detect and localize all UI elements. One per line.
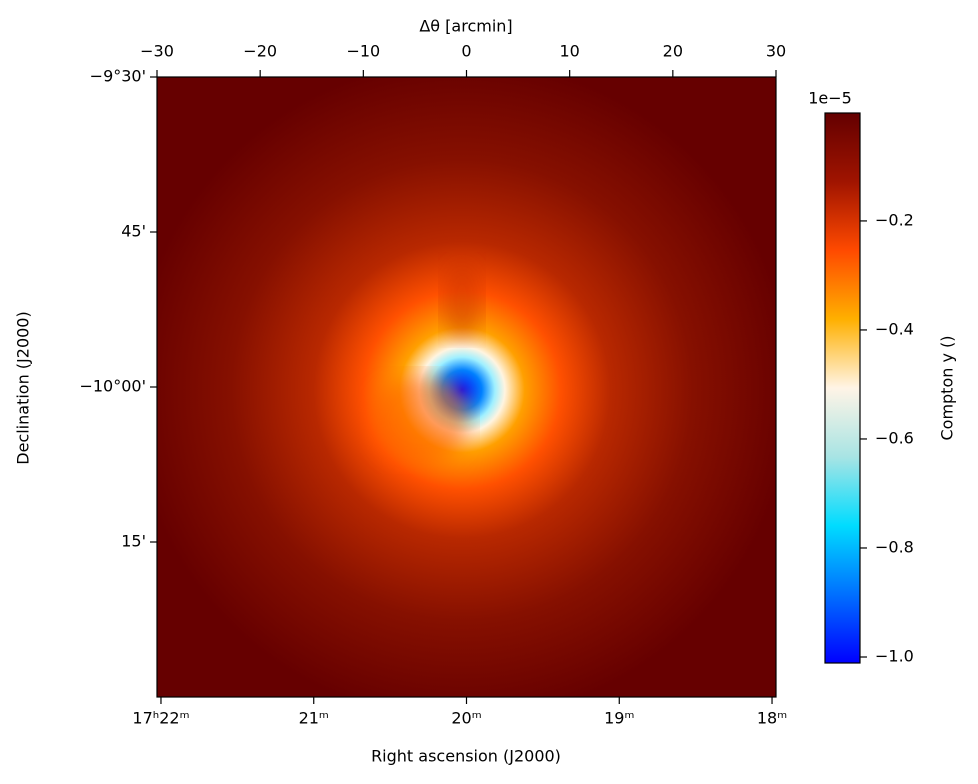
y-tick-label: −9°30' (90, 67, 146, 86)
top-tick-label: 10 (559, 42, 579, 61)
y-tick-label: −10°00' (79, 377, 146, 396)
colorbar-tick-label: −0.8 (875, 537, 914, 556)
x-tick-label: 20ᵐ (451, 709, 481, 728)
top-tick-label: 20 (663, 42, 683, 61)
x-tick-label: 21ᵐ (299, 709, 329, 728)
top-tick-label: −30 (140, 42, 174, 61)
top-tick-label: −10 (346, 42, 380, 61)
x-axis-label: Right ascension (J2000) (371, 747, 561, 766)
top-tick-label: −20 (243, 42, 277, 61)
top-tick-label: 30 (766, 42, 786, 61)
colorbar-tick-label: −0.2 (875, 210, 914, 229)
y-tick-label: 15' (121, 532, 146, 551)
colorbar-label: Compton y () (938, 335, 957, 440)
y-tick-label: 45' (121, 222, 146, 241)
colorbar-tick-label: −1.0 (875, 647, 914, 666)
map-image (157, 77, 776, 697)
x-tick-label: 18ᵐ (757, 709, 787, 728)
x-tick-label: 17ʰ22ᵐ (132, 709, 189, 728)
colorbar-tick-label: −0.6 (875, 428, 914, 447)
x-tick-label: 19ᵐ (604, 709, 634, 728)
y-axis-label: Declination (J2000) (14, 311, 33, 464)
top-tick-label: 0 (461, 42, 471, 61)
colorbar-tick-label: −0.4 (875, 319, 914, 338)
colorbar-offset: 1e−5 (808, 89, 852, 108)
colorbar (824, 112, 861, 664)
top-axis-label: Δθ [arcmin] (419, 17, 512, 36)
